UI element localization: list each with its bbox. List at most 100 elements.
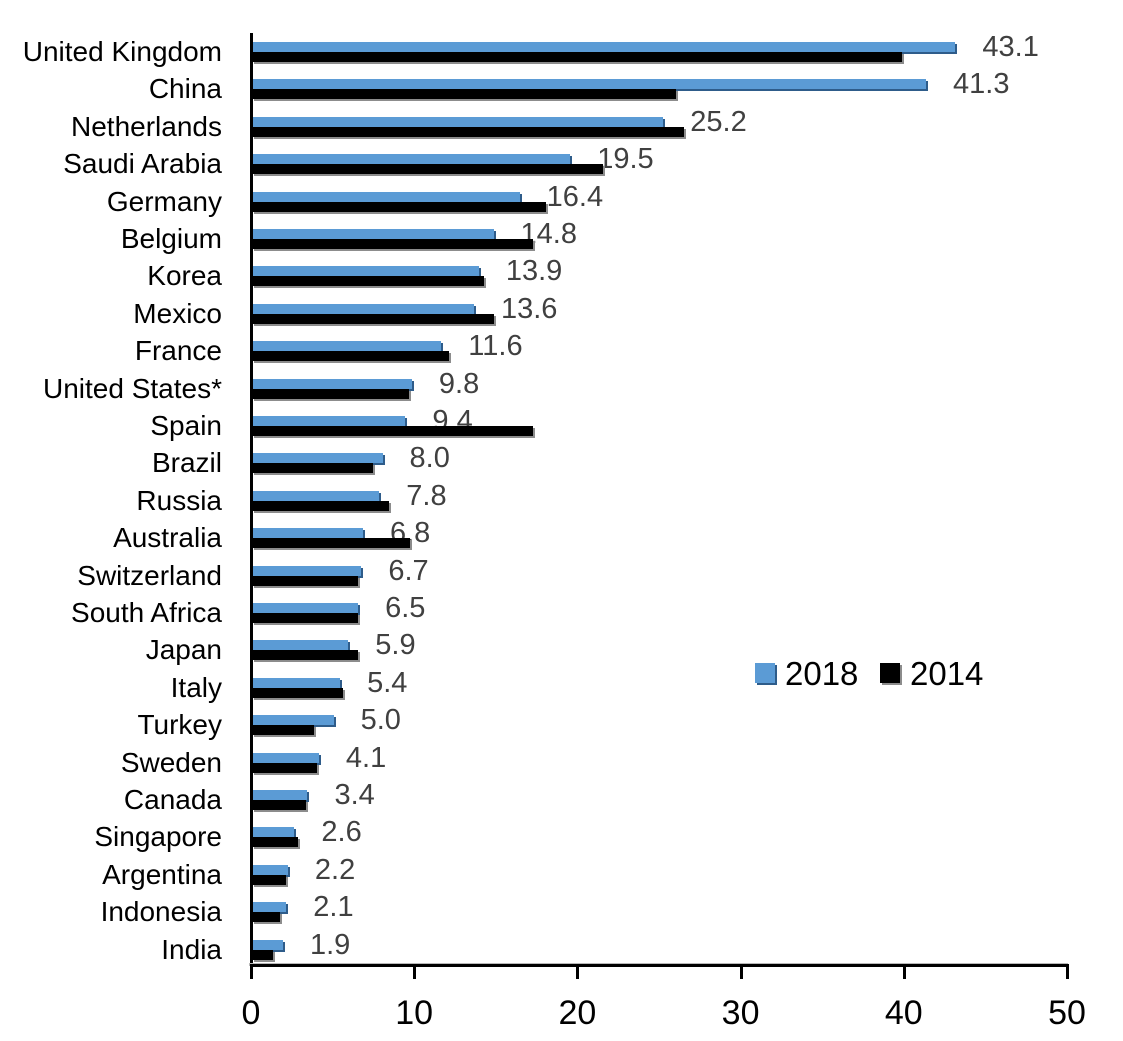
category-label: Sweden <box>120 746 222 778</box>
value-label: 19.5 <box>597 143 654 176</box>
bar-2014 <box>252 650 359 661</box>
bar-2018 <box>252 752 319 763</box>
bar-2014 <box>252 126 685 137</box>
bar-2014 <box>252 500 390 511</box>
x-axis-tick <box>739 967 743 979</box>
value-label: 13.6 <box>500 292 558 325</box>
bar-2018 <box>252 303 474 314</box>
bar-2018 <box>252 939 283 950</box>
bar-2014 <box>252 949 274 960</box>
x-axis-tick-label: 50 <box>1048 994 1086 1032</box>
value-label: 2.2 <box>314 853 356 886</box>
x-axis-tick <box>902 967 906 979</box>
bar-2018 <box>252 902 287 913</box>
category-label: Spain <box>150 410 222 441</box>
bar-2018 <box>252 565 362 576</box>
bar-2018 <box>252 378 412 389</box>
bar-2018 <box>252 864 288 875</box>
category-label: Switzerland <box>77 559 222 591</box>
value-label: 2.6 <box>321 816 362 849</box>
category-label: South Africa <box>71 597 222 628</box>
bar-2018 <box>252 266 479 277</box>
category-label: Korea <box>147 260 222 292</box>
x-axis-line <box>250 964 1069 967</box>
bar-2018 <box>252 229 494 239</box>
bar-2014 <box>252 837 298 848</box>
category-label: Netherlands <box>71 110 222 142</box>
value-label: 2.1 <box>313 891 354 924</box>
bar-2018 <box>252 191 520 202</box>
bar-2014 <box>252 239 533 249</box>
bar-2014 <box>252 388 409 399</box>
value-label: 16.4 <box>546 180 604 213</box>
value-label: 43.1 <box>982 31 1039 63</box>
bar-2014 <box>252 164 603 175</box>
bar-2018 <box>252 453 383 464</box>
legend-label-2018: 2018 <box>785 655 859 692</box>
x-axis-tick-label: 0 <box>241 994 261 1032</box>
category-label: France <box>134 335 222 367</box>
x-axis-tick <box>250 967 253 979</box>
bar-2018 <box>252 42 956 52</box>
category-label: Germany <box>106 185 222 217</box>
bar-2014 <box>252 762 318 773</box>
bar-2014 <box>252 313 494 324</box>
x-axis-tick-label: 10 <box>395 994 434 1032</box>
bar-2014 <box>252 201 546 212</box>
value-label: 5.9 <box>375 629 416 662</box>
bar-2014 <box>252 52 902 62</box>
x-axis-tick-label: 30 <box>721 994 760 1032</box>
bar-2018 <box>252 677 341 688</box>
category-label: India <box>161 933 222 965</box>
category-label: Japan <box>145 634 222 666</box>
category-label: Italy <box>170 671 222 703</box>
x-axis-tick-label: 40 <box>884 994 923 1032</box>
bar-2018 <box>252 116 664 127</box>
x-axis-tick <box>1066 967 1069 979</box>
legend-swatch-2018 <box>755 663 775 683</box>
bar-2018 <box>252 715 334 726</box>
value-label: 9.8 <box>438 367 480 400</box>
legend-swatch-2014 <box>880 663 900 683</box>
value-label: 11.6 <box>468 330 523 363</box>
category-label: Turkey <box>137 709 222 741</box>
category-label: Singapore <box>94 821 222 853</box>
bar-2014 <box>252 800 306 810</box>
category-label: Saudi Arabia <box>63 148 222 180</box>
category-label: Indonesia <box>100 896 222 928</box>
bar-2014 <box>252 725 315 736</box>
category-label: Mexico <box>133 297 222 329</box>
bar-2018 <box>252 79 927 90</box>
legend-label-2014: 2014 <box>910 655 984 692</box>
bar-2018 <box>252 416 406 426</box>
bar-2018 <box>252 341 442 352</box>
category-label: Australia <box>113 522 222 554</box>
value-label: 25.2 <box>690 105 747 138</box>
value-label: 6.5 <box>385 592 426 624</box>
category-label: Brazil <box>151 447 222 479</box>
value-label: 3.4 <box>334 779 375 811</box>
bar-2018 <box>252 827 295 838</box>
value-label: 8.0 <box>409 442 450 475</box>
bar-2014 <box>252 463 373 474</box>
category-label: United States* <box>43 372 222 404</box>
bar-2018 <box>252 528 363 539</box>
bar-2014 <box>252 89 677 100</box>
x-axis-tick <box>576 967 580 979</box>
bar-2014 <box>252 912 280 923</box>
bar-2014 <box>252 575 359 586</box>
x-axis-tick <box>413 967 417 979</box>
bar-2014 <box>252 613 359 623</box>
x-axis-tick-label: 20 <box>558 994 597 1032</box>
bar-2018 <box>252 154 571 165</box>
value-label: 41.3 <box>953 68 1010 101</box>
bar-2014 <box>252 276 484 287</box>
value-label: 7.8 <box>406 479 447 512</box>
bar-2014 <box>252 687 344 698</box>
bar-2014 <box>252 351 450 362</box>
bar-2018 <box>252 790 308 800</box>
category-label: Russia <box>136 484 222 516</box>
category-label: United Kingdom <box>22 36 222 67</box>
value-label: 5.4 <box>367 666 408 699</box>
